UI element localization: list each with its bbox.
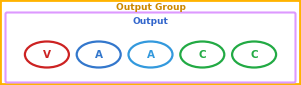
Text: Output: Output: [132, 18, 169, 27]
Text: V: V: [43, 49, 51, 60]
Text: Output Group: Output Group: [116, 3, 185, 12]
FancyBboxPatch shape: [1, 1, 300, 84]
Ellipse shape: [25, 41, 69, 67]
Text: A: A: [147, 49, 154, 60]
Ellipse shape: [232, 41, 276, 67]
Ellipse shape: [77, 41, 121, 67]
Ellipse shape: [180, 41, 224, 67]
Ellipse shape: [129, 41, 172, 67]
Text: A: A: [95, 49, 103, 60]
FancyBboxPatch shape: [5, 12, 296, 83]
Text: C: C: [198, 49, 206, 60]
Text: C: C: [250, 49, 258, 60]
